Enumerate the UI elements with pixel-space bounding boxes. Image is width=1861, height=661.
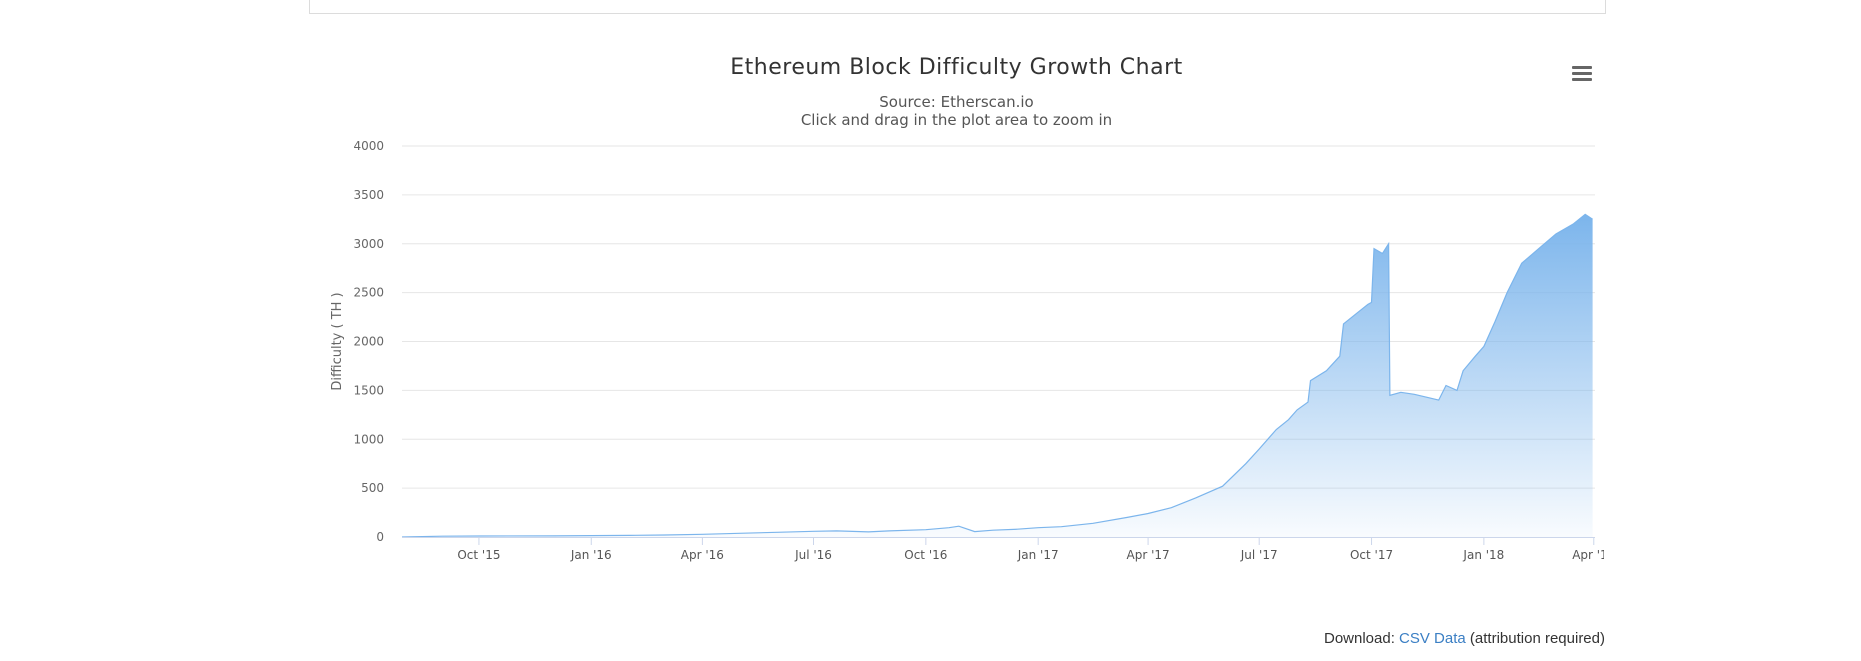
y-tick-label: 3500 — [353, 188, 384, 202]
x-tick-label: Oct '16 — [904, 548, 947, 562]
y-axis-title: Difficulty ( TH ) — [330, 292, 345, 390]
x-tick-label: Oct '17 — [1350, 548, 1393, 562]
y-tick-label: 3000 — [353, 237, 384, 251]
hamburger-icon — [1572, 66, 1592, 69]
chart-context-menu-button[interactable] — [1569, 63, 1595, 87]
x-tick-label: Apr '16 — [681, 548, 724, 562]
chart-subtitle-zoom-hint: Click and drag in the plot area to zoom … — [800, 111, 1113, 129]
difficulty-area — [402, 214, 1593, 537]
top-panel-border — [309, 0, 1606, 14]
y-tick-label: 500 — [361, 481, 384, 495]
y-tick-label: 0 — [376, 530, 384, 544]
x-tick-label: Jul '16 — [794, 548, 832, 562]
chart-title: Ethereum Block Difficulty Growth Chart — [730, 55, 1183, 80]
x-tick-label: Oct '15 — [457, 548, 500, 562]
x-tick-label: Jan '18 — [1462, 548, 1504, 562]
chart-plot-svg[interactable]: 0 500 1000 1500 2000 2500 3000 3500 4000 Difficul… — [309, 45, 1604, 605]
y-tick-label: 2500 — [353, 286, 384, 300]
x-tick-label: Jul '17 — [1240, 548, 1278, 562]
difficulty-line — [401, 213, 1593, 538]
x-tick-label: Apr '18 — [1572, 548, 1604, 562]
chart-subtitle-source: Source: Etherscan.io — [879, 93, 1034, 111]
y-tick-label: 4000 — [353, 139, 384, 153]
x-tick-label: Jan '16 — [570, 548, 612, 562]
difficulty-chart[interactable]: Ethereum Block Difficulty Growth Chart S… — [309, 45, 1604, 605]
x-tick-label: Apr '17 — [1127, 548, 1170, 562]
download-suffix: (attribution required) — [1469, 630, 1605, 647]
y-tick-label: 2000 — [353, 335, 384, 349]
x-tick-label: Jan '17 — [1017, 548, 1059, 562]
y-tick-label: 1000 — [353, 432, 384, 446]
download-prefix: Download: — [1323, 630, 1395, 647]
y-tick-label: 1500 — [353, 383, 384, 397]
csv-data-link[interactable]: CSV Data — [1399, 630, 1466, 647]
download-line: Download: CSV Data (attribution required… — [1324, 630, 1605, 647]
